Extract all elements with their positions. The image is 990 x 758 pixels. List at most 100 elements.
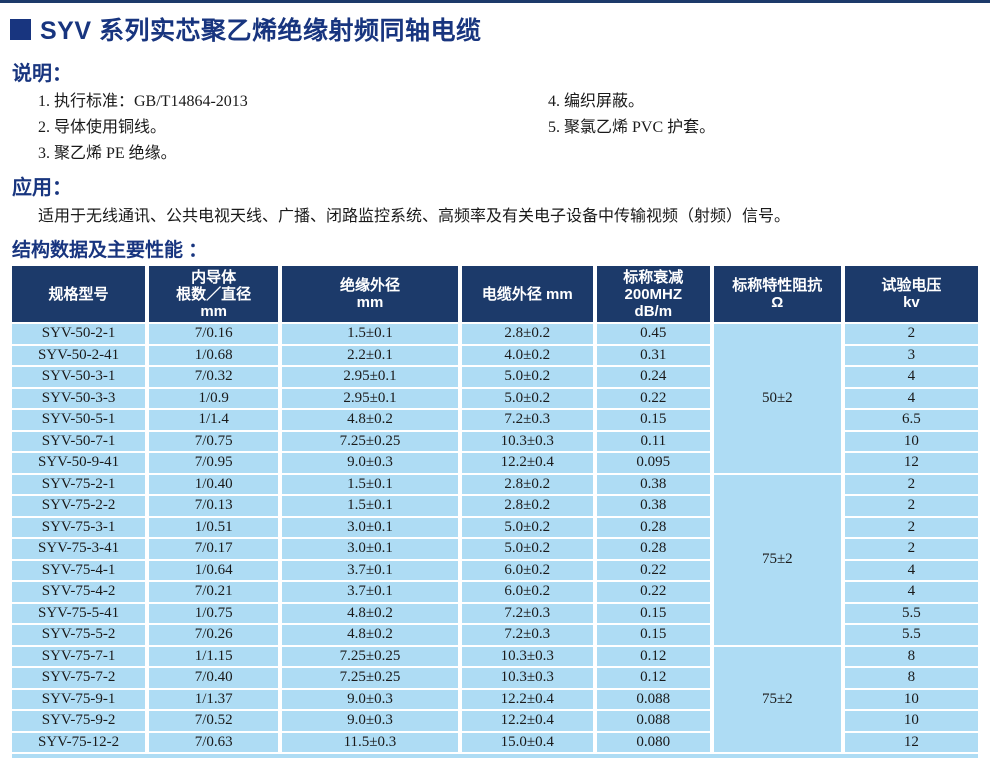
cell-conductor: 1/1.15: [149, 646, 279, 666]
table-row: SYV-50-5-1 1/1.4 4.8±0.2 7.2±0.3 0.15 6.5: [12, 410, 978, 430]
cell-voltage: 5.5: [844, 603, 978, 623]
cell-attenuation: 0.12: [596, 646, 710, 666]
cell-voltage: 4: [844, 560, 978, 580]
cell-insulation-od: 2.95±0.1: [282, 367, 458, 387]
cell-insulation-od: 3.7±0.1: [282, 560, 458, 580]
cell-conductor: 1/0.9: [149, 388, 279, 408]
cell-conductor: 7/0.52: [149, 711, 279, 731]
table-row: SYV-75-4-1 1/0.64 3.7±0.1 6.0±0.2 0.22 4: [12, 560, 978, 580]
column-header-line: mm: [200, 302, 228, 320]
cell-model: SYV-75-4-2: [12, 582, 146, 602]
table-row: SYV-50-2-41 1/0.68 2.2±0.1 4.0±0.2 0.31 3: [12, 345, 978, 365]
cell-insulation-od: 4.8±0.2: [282, 603, 458, 623]
cell-conductor: 1/1.4: [149, 410, 279, 430]
cell-conductor: 7/0.16: [149, 324, 279, 344]
column-header-voltage: 试验电压 kv: [844, 266, 978, 322]
column-header-line: 试验电压: [881, 277, 942, 294]
cell-conductor: 1/0.40: [149, 474, 279, 494]
column-header-line: mm: [356, 294, 384, 311]
spec-table-head: 规格型号 内导体 根数／直径 mm 绝缘外径 mm 电缆外径 mm 标称衰减 200MHZ dB/…: [12, 266, 978, 322]
cell-attenuation: 0.22: [596, 388, 710, 408]
column-header-conductor: 内导体 根数／直径 mm: [149, 266, 279, 322]
cell-voltage: 3: [844, 345, 978, 365]
cell-model: SYV-50-7-1: [12, 431, 146, 451]
description-item: 4. 编织屏蔽。: [548, 93, 645, 110]
column-header-insulation-od: 绝缘外径 mm: [282, 266, 458, 322]
cell-cable-od: 2.8±0.2: [461, 324, 593, 344]
table-row: SYV-75-2-1 1/0.40 1.5±0.1 2.8±0.2 0.38 75±2 2: [12, 474, 978, 645]
cell-insulation-od: 11.5±0.3: [282, 732, 458, 752]
column-header-line: dB/m: [634, 302, 673, 320]
cell-attenuation: 0.28: [596, 539, 710, 559]
cell-conductor: 1/0.68: [149, 345, 279, 365]
cell-attenuation: 0.088: [596, 711, 710, 731]
cell-model: SYV-50-3-3: [12, 388, 146, 408]
table-row: SYV-75-3-41 7/0.17 3.0±0.1 5.0±0.2 0.28 2: [12, 539, 978, 559]
cell-cable-od: 2.8±0.2: [461, 474, 593, 494]
cell-voltage: 8: [844, 646, 978, 666]
cell-model: SYV-75-5-41: [12, 603, 146, 623]
cell-model: SYV-75-9-1: [12, 689, 146, 709]
cell-conductor: 7/0.17: [149, 539, 279, 559]
cell-cable-od: 7.2±0.3: [461, 603, 593, 623]
cell-cable-od: 10.3±0.3: [461, 646, 593, 666]
cell-attenuation: 0.095: [596, 453, 710, 473]
cell-cable-od: 12.2±0.4: [461, 711, 593, 731]
cell-cable-od: 5.0±0.2: [461, 517, 593, 537]
table-row: SYV-75-7-1 1/1.15 7.25±0.25 10.3±0.3 0.12 75±…: [12, 646, 978, 752]
cell-attenuation: 0.31: [596, 345, 710, 365]
cell-cable-od: 5.0±0.2: [461, 539, 593, 559]
cell-model: SYV-75-3-1: [12, 517, 146, 537]
cell-attenuation: 0.24: [596, 367, 710, 387]
cell-voltage: 2: [844, 474, 978, 494]
application-text: 适用于无线通讯、公共电视天线、广播、闭路监控系统、高频率及有关电子设备中传输视频…: [38, 208, 791, 225]
cell-attenuation: 0.080: [596, 732, 710, 752]
cell-voltage: 12: [844, 453, 978, 473]
cell-attenuation: 0.11: [596, 431, 710, 451]
cell-conductor: 7/0.95: [149, 453, 279, 473]
top-rule: [0, 0, 990, 3]
cell-insulation-od: 7.25±0.25: [282, 668, 458, 688]
cell-impedance-merged: 75±2: [713, 646, 841, 752]
title-bullet-square-icon: [10, 18, 31, 40]
table-row: SYV-75-9-2 7/0.52 9.0±0.3 12.2±0.4 0.088 10: [12, 711, 978, 731]
spec-table-header-row: 规格型号 内导体 根数／直径 mm 绝缘外径 mm 电缆外径 mm 标称衰减 200MHZ dB/…: [12, 266, 978, 322]
cell-conductor: 7/0.75: [149, 431, 279, 451]
cell-model: SYV-75-4-1: [12, 560, 146, 580]
cell-insulation-od: 1.5±0.1: [282, 474, 458, 494]
cell-cable-od: 4.0±0.2: [461, 345, 593, 365]
page-title: SYV 系列实芯聚乙烯绝缘射频同轴电缆: [40, 17, 482, 45]
cell-model: SYV-75-12-2: [12, 732, 146, 752]
column-header-line: 规格型号: [48, 285, 109, 303]
cell-insulation-od: 2.95±0.1: [282, 388, 458, 408]
title-row: SYV 系列实芯聚乙烯绝缘射频同轴电缆: [10, 14, 990, 45]
cell-cable-od: 15.0±0.4: [461, 732, 593, 752]
cell-voltage: 5.5: [844, 625, 978, 645]
cell-conductor: 7/0.40: [149, 668, 279, 688]
column-header-line: 根数／直径: [176, 285, 252, 303]
column-header-line: 200MHZ: [624, 285, 683, 303]
cell-cable-od: 5.0±0.2: [461, 388, 593, 408]
description-list-right: 4. 编织屏蔽。 5. 聚氯乙烯 PVC 护套。: [548, 89, 715, 167]
description-item: 1. 执行标准：GB/T14864-2013: [38, 93, 248, 110]
column-header-line: 标称衰减: [623, 268, 684, 286]
column-header-cable-od: 电缆外径 mm: [461, 266, 593, 322]
cell-cable-od: 12.2±0.4: [461, 453, 593, 473]
column-header-line: 绝缘外径: [339, 277, 400, 294]
cell-model: SYV-50-9-41: [12, 453, 146, 473]
cell-cable-od: 12.2±0.4: [461, 689, 593, 709]
description-item: 5. 聚氯乙烯 PVC 护套。: [548, 119, 716, 136]
cell-voltage: 2: [844, 496, 978, 516]
cell-insulation-od: 9.0±0.3: [282, 453, 458, 473]
cell-attenuation: 0.12: [596, 668, 710, 688]
table-row: SYV-75-5-41 1/0.75 4.8±0.2 7.2±0.3 0.15 5.5: [12, 603, 978, 623]
cell-insulation-od: 7.25±0.25: [282, 646, 458, 666]
cell-conductor: 1/0.64: [149, 560, 279, 580]
cell-attenuation: 0.45: [596, 324, 710, 344]
table-row: SYV-75-4-2 7/0.21 3.7±0.1 6.0±0.2 0.22 4: [12, 582, 978, 602]
description-item: 3. 聚乙烯 PE 绝缘。: [38, 145, 177, 162]
cell-impedance-merged: 75±2: [713, 474, 841, 645]
cell-model: SYV-75-2-2: [12, 496, 146, 516]
cell-insulation-od: 7.25±0.25: [282, 431, 458, 451]
spec-table-body: SYV-50-2-1 7/0.16 1.5±0.1 2.8±0.2 0.45 50±2 2 S…: [12, 324, 978, 752]
